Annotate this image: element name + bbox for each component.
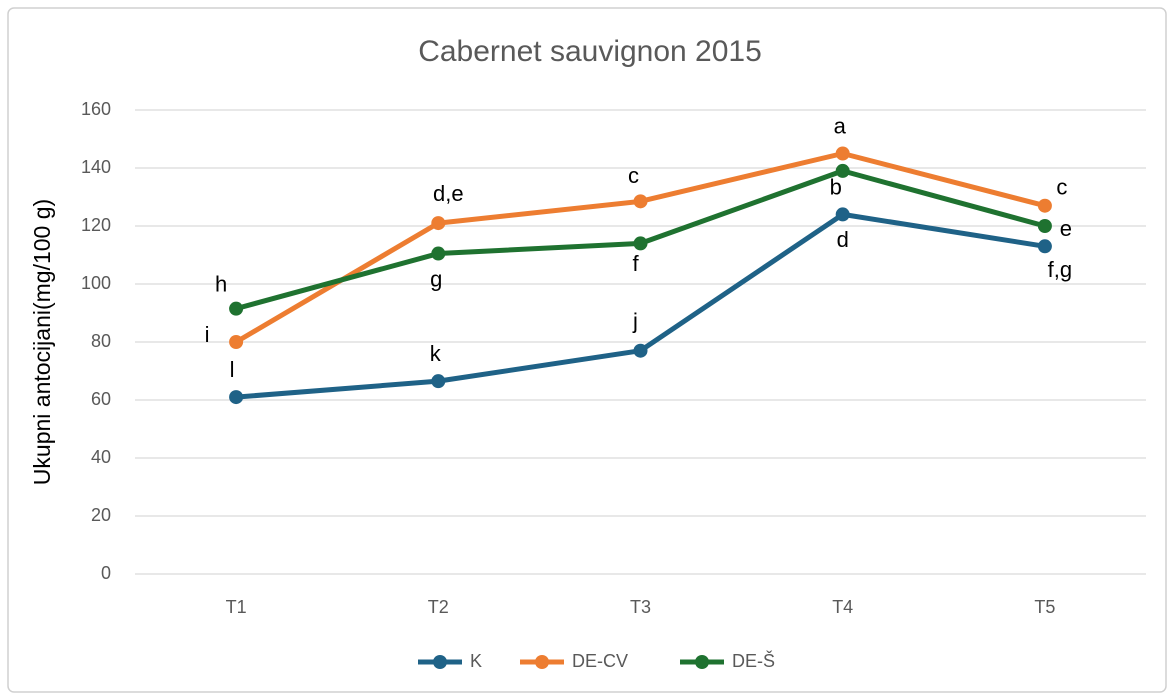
- data-point: [229, 335, 244, 349]
- x-tick-label: T5: [1034, 597, 1055, 617]
- point-annotation: c: [628, 163, 639, 188]
- legend-label: K: [470, 651, 482, 671]
- data-point: [835, 163, 850, 178]
- point-annotation: g: [430, 266, 442, 291]
- data-point: [633, 236, 648, 251]
- x-tick-label: T3: [630, 597, 651, 617]
- point-annotation: k: [430, 341, 442, 366]
- point-annotation: f: [632, 251, 639, 276]
- legend-marker: [535, 655, 549, 669]
- x-tick-label: T4: [832, 597, 853, 617]
- data-point: [229, 301, 244, 316]
- point-annotation: c: [1056, 175, 1067, 200]
- y-tick-label: 20: [91, 505, 111, 525]
- point-annotation: d: [837, 227, 849, 252]
- legend-marker: [695, 655, 709, 669]
- point-annotation: b: [830, 175, 842, 200]
- point-annotation: d,e: [433, 181, 464, 206]
- point-annotation: f,g: [1048, 257, 1072, 282]
- point-annotation: j: [632, 309, 638, 334]
- data-point: [431, 374, 446, 389]
- y-tick-label: 160: [81, 99, 111, 119]
- y-axis-label: Ukupni antocijani(mg/100 g): [29, 199, 55, 485]
- data-point: [1037, 198, 1052, 213]
- data-point: [633, 194, 648, 209]
- y-tick-label: 0: [101, 563, 111, 583]
- data-point: [431, 216, 446, 231]
- y-tick-label: 40: [91, 447, 111, 467]
- x-tick-label: T2: [428, 597, 449, 617]
- point-annotation: h: [215, 271, 227, 296]
- data-point: [1037, 219, 1052, 233]
- data-point: [633, 343, 648, 358]
- data-point: [1037, 239, 1052, 254]
- legend-marker: [433, 655, 447, 669]
- data-point: [229, 390, 244, 405]
- chart-title: Cabernet sauvignon 2015: [418, 35, 762, 68]
- point-annotation: i: [205, 322, 210, 347]
- point-annotation: e: [1060, 216, 1072, 241]
- point-annotation: l: [230, 357, 235, 382]
- y-tick-label: 120: [81, 215, 111, 235]
- y-tick-label: 100: [81, 273, 111, 293]
- data-point: [835, 207, 850, 222]
- x-tick-label: T1: [226, 597, 247, 617]
- data-point: [431, 246, 446, 261]
- y-tick-label: 140: [81, 157, 111, 177]
- legend-label: DE-Š: [732, 650, 775, 671]
- data-point: [835, 146, 850, 161]
- y-tick-label: 80: [91, 331, 111, 351]
- point-annotation: a: [834, 113, 847, 138]
- legend-label: DE-CV: [572, 651, 628, 671]
- y-tick-label: 60: [91, 389, 111, 409]
